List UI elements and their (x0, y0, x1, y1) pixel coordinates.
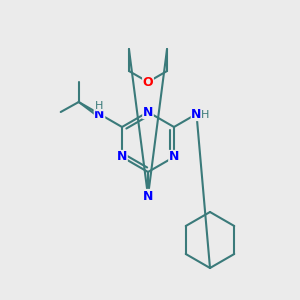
Text: H: H (201, 110, 210, 120)
Text: N: N (94, 107, 105, 121)
Text: N: N (191, 107, 202, 121)
Text: H: H (95, 101, 104, 111)
Text: O: O (143, 76, 153, 88)
Text: N: N (117, 151, 127, 164)
Text: N: N (169, 151, 179, 164)
Text: N: N (143, 190, 153, 202)
Text: N: N (143, 106, 153, 118)
